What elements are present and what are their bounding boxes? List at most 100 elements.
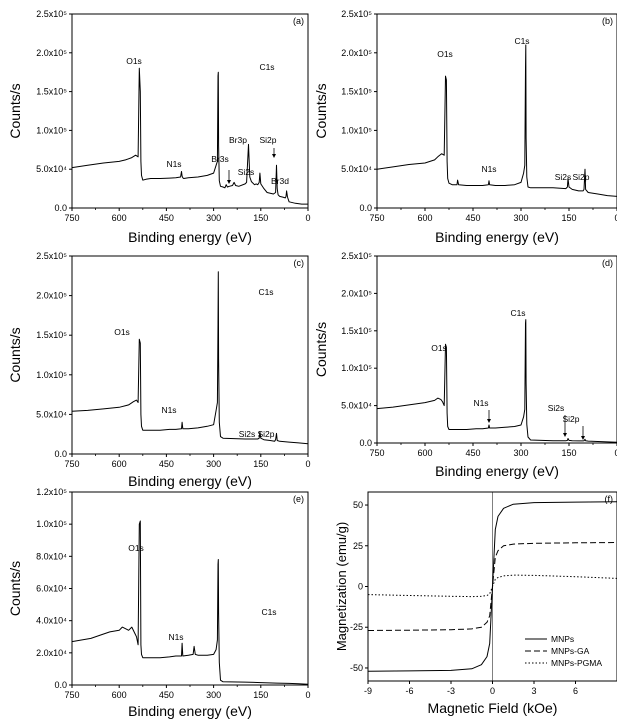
chart-panel: 750 600 450 300 150 0 0.0 5.0x10⁴ 1.0x10⁵ 1.5x10⁵…	[313, 251, 617, 479]
y-axis-title: Counts/s	[313, 83, 329, 138]
panel-label: (b)	[602, 16, 613, 26]
x-tick-label: 600	[417, 448, 432, 458]
peak-label: Si2p	[572, 172, 589, 182]
x-tick-label: 450	[159, 459, 174, 469]
x-tick-label: 0	[305, 690, 310, 700]
x-tick-label: 450	[159, 213, 174, 223]
peak-label: C1s	[258, 287, 273, 297]
y-tick-label: 1.5x10⁵	[36, 87, 67, 97]
x-tick-label: 150	[253, 690, 268, 700]
y-tick-label: 2.5x10⁵	[36, 251, 67, 261]
y-axis-title: Counts/s	[7, 83, 23, 138]
y-tick-label: 0.0	[359, 203, 372, 213]
peak-label: C1s	[510, 308, 525, 318]
panel-label: (c)	[294, 258, 305, 268]
x-tick-label: 450	[159, 690, 174, 700]
peak-label: O1s	[431, 343, 447, 353]
x-tick-label: 600	[112, 690, 127, 700]
y-tick-label: 1.5x10⁵	[341, 326, 372, 336]
x-tick-label: -3	[447, 686, 455, 696]
y-tick-label: 2.0x10⁵	[36, 48, 67, 58]
peak-label: O1s	[128, 543, 144, 553]
panel-label: (f)	[605, 494, 614, 504]
x-tick-label: 150	[253, 213, 268, 223]
peak-label: Si2p	[259, 135, 276, 145]
peak-label: O1s	[126, 56, 142, 66]
peak-label: N1s	[473, 398, 488, 408]
chart-panel: 750 600 450 300 150 0 0.0 5.0x10⁴ 1.0x10⁵ 1.5x10⁵…	[313, 9, 617, 245]
x-tick-label: 150	[253, 459, 268, 469]
x-tick-label: 150	[561, 448, 576, 458]
y-tick-label: -25	[350, 622, 363, 632]
peak-label: Si2s	[238, 167, 255, 177]
y-tick-label: 6.0x10⁴	[36, 584, 67, 594]
y-tick-label: 1.5x10⁵	[36, 330, 67, 340]
y-tick-label: 2.5x10⁵	[36, 9, 67, 19]
y-tick-label: 0.0	[54, 203, 67, 213]
x-tick-label: 150	[561, 213, 576, 223]
y-tick-label: 2.0x10⁴	[36, 648, 67, 658]
series-line	[71, 520, 309, 685]
x-tick-label: 300	[206, 690, 221, 700]
y-tick-label: 0.0	[54, 680, 67, 690]
series-line	[376, 44, 617, 197]
x-axis-title: Binding energy (eV)	[128, 229, 252, 245]
y-tick-label: 5.0x10⁴	[341, 401, 372, 411]
y-tick-label: 25	[353, 541, 363, 551]
chart-panel: 750 600 450 300 150 0 0.0 5.0x10⁴ 1.0x10⁵ 1.5x10⁵…	[7, 9, 311, 245]
peak-label: C1s	[514, 36, 529, 46]
x-tick-label: 0	[614, 448, 617, 458]
chart-panel: 750 600 450 300 150 0 0.0 2.0x10⁴ 4.0x10⁴ 6.0x10⁴…	[7, 487, 311, 719]
legend-entry: MNPs	[551, 634, 574, 644]
x-tick-label: 3	[531, 686, 536, 696]
x-tick-label: 0	[305, 459, 310, 469]
y-tick-label: 50	[353, 500, 363, 510]
peak-label: C1s	[259, 62, 274, 72]
x-tick-label: 6	[573, 686, 578, 696]
x-tick-label: 600	[112, 459, 127, 469]
peak-label: O1s	[437, 49, 453, 59]
peak-label: Si2s	[555, 172, 572, 182]
peak-label: Br3s	[211, 154, 228, 164]
peak-label: N1s	[161, 405, 176, 415]
peak-arrow-head	[563, 433, 567, 437]
x-axis-title: Binding energy (eV)	[128, 703, 252, 719]
peak-label: C1s	[261, 607, 276, 617]
y-axis-title: Counts/s	[7, 327, 23, 382]
x-tick-label: 300	[513, 448, 528, 458]
legend-entry: MNPs-PGMA	[551, 658, 602, 668]
y-tick-label: 1.5x10⁵	[341, 87, 372, 97]
peak-label: Si2p	[562, 414, 579, 424]
x-tick-label: 450	[465, 213, 480, 223]
series-line	[367, 574, 617, 598]
x-tick-label: 0	[490, 686, 495, 696]
y-axis-title: Magnetization (emu/g)	[334, 522, 349, 651]
peak-label: Si2p	[257, 429, 274, 439]
x-axis-title: Magnetic Field (kOe)	[428, 700, 558, 716]
y-tick-label: 1.0x10⁵	[36, 519, 67, 529]
chart-panel: 750 600 450 300 150 0 0.0 5.0x10⁴ 1.0x10⁵ 1.5x10⁵…	[7, 251, 311, 489]
x-tick-label: 300	[513, 213, 528, 223]
peak-label: N1s	[481, 164, 496, 174]
x-tick-label: 0	[614, 213, 617, 223]
y-axis-title: Counts/s	[7, 561, 23, 616]
chart-panel: -9 -6 -3 0 3 6 -50 -25 0 25 50 Magnetic Field (kOe)…	[334, 491, 617, 716]
y-tick-label: 0.0	[359, 438, 372, 448]
plot-frame	[376, 255, 617, 444]
panel-label: (e)	[293, 494, 304, 504]
x-tick-label: 600	[417, 213, 432, 223]
y-tick-label: 2.0x10⁵	[341, 288, 372, 298]
y-tick-label: 2.0x10⁵	[341, 48, 372, 58]
x-tick-label: 600	[112, 213, 127, 223]
series-line	[71, 67, 308, 205]
panel-label: (a)	[293, 16, 304, 26]
y-tick-label: 0.0	[54, 449, 67, 459]
y-tick-label: 1.0x10⁵	[341, 363, 372, 373]
peak-label: O1s	[114, 327, 130, 337]
y-tick-label: 5.0x10⁴	[36, 409, 67, 419]
legend-entry: MNPs-GA	[551, 646, 590, 656]
y-tick-label: -50	[350, 663, 363, 673]
peak-label: Br3d	[271, 176, 289, 186]
x-axis-title: Binding energy (eV)	[435, 229, 559, 245]
